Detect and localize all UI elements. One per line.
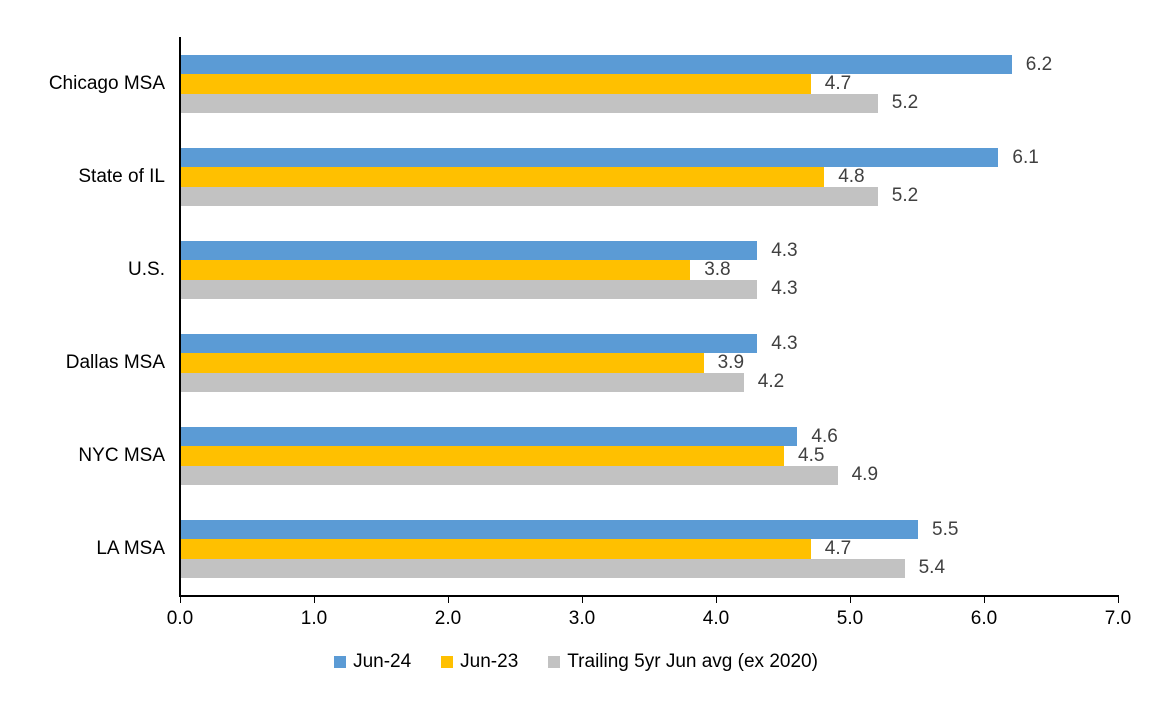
bar: [181, 148, 999, 168]
chart-plot-area: 6.2 4.7 5.2 6.1 4.8 5.2 4.3 3.8 4.3 4.3 3.9 4.2 4.6 4…: [180, 37, 1118, 595]
x-axis-line: [179, 595, 1119, 597]
x-axis-tick-label: 2.0: [434, 608, 462, 629]
legend-item: Trailing 5yr Jun avg (ex 2020): [548, 651, 818, 673]
legend-item: Jun-23: [441, 651, 518, 673]
bar-value-label: 4.7: [824, 538, 852, 559]
x-axis-tick: [1118, 597, 1119, 603]
bar: [181, 167, 825, 187]
bar: [181, 334, 758, 354]
bar-value-label: 4.2: [757, 371, 785, 393]
bar: [181, 539, 811, 559]
category-label: U.S.: [128, 259, 165, 280]
bar-value-label: 4.9: [851, 464, 879, 486]
bar: [181, 93, 878, 113]
legend-label: Jun-23: [460, 651, 519, 672]
category-label: LA MSA: [96, 538, 165, 559]
x-axis-tick-label: 0.0: [166, 608, 194, 629]
bar-value-label: 3.8: [704, 259, 731, 280]
bar: [181, 260, 691, 280]
bar-value-label: 5.5: [932, 518, 959, 540]
legend-swatch-trailing-5yr-jun-avg-ex-2020-: [548, 656, 561, 668]
bar: [181, 241, 758, 261]
bar: [181, 446, 784, 466]
bar: [181, 520, 918, 540]
x-axis-tick-label: 4.0: [702, 608, 730, 629]
bar-value-label: 5.2: [891, 185, 919, 207]
category-label: Dallas MSA: [65, 352, 165, 373]
x-axis-tick-label: 1.0: [300, 608, 328, 629]
bar-value-label: 5.2: [891, 92, 919, 114]
x-axis-tick: [716, 597, 717, 603]
x-axis-tick-label: 5.0: [836, 608, 864, 629]
x-axis-tick: [850, 597, 851, 603]
bar-value-label: 5.4: [918, 557, 946, 579]
bar-value-label: 4.3: [771, 278, 798, 300]
legend-label: Trailing 5yr Jun avg (ex 2020): [567, 651, 818, 672]
x-axis-tick-label: 3.0: [568, 608, 596, 629]
bar: [181, 558, 905, 578]
x-axis-tick: [984, 597, 985, 603]
chart-legend: Jun-24 Jun-23 Trailing 5yr Jun avg (ex 202…: [0, 651, 1152, 673]
bar: [181, 74, 811, 94]
legend-item: Jun-24: [334, 651, 411, 673]
x-axis-tick: [314, 597, 315, 603]
bar-value-label: 3.9: [717, 352, 745, 373]
bar: [181, 465, 838, 485]
x-axis-tick: [582, 597, 583, 603]
x-axis-tick: [448, 597, 449, 603]
legend-swatch-jun-24: [334, 656, 347, 668]
bar: [181, 279, 758, 299]
bar: [181, 372, 744, 392]
bar-value-label: 4.7: [824, 73, 852, 94]
bar: [181, 427, 798, 447]
x-axis-tick-label: 6.0: [970, 608, 998, 629]
bar-value-label: 4.3: [771, 332, 798, 354]
bar-value-label: 4.3: [771, 239, 798, 261]
bar-value-label: 6.2: [1025, 53, 1053, 75]
bar: [181, 186, 878, 206]
x-axis-tick-label: 7.0: [1104, 608, 1132, 629]
y-axis-line: [179, 37, 181, 597]
bar-value-label: 4.5: [798, 445, 825, 466]
bar-value-label: 4.8: [838, 166, 865, 187]
category-label: State of IL: [78, 166, 165, 187]
bar-value-label: 4.6: [811, 425, 838, 447]
bar: [181, 55, 1012, 75]
bar-value-label: 6.1: [1012, 146, 1039, 168]
bar: [181, 353, 704, 373]
category-label: NYC MSA: [78, 445, 165, 466]
x-axis-tick: [180, 597, 181, 603]
legend-label: Jun-24: [353, 651, 412, 672]
legend-swatch-jun-23: [441, 656, 454, 668]
category-label: Chicago MSA: [48, 73, 165, 94]
